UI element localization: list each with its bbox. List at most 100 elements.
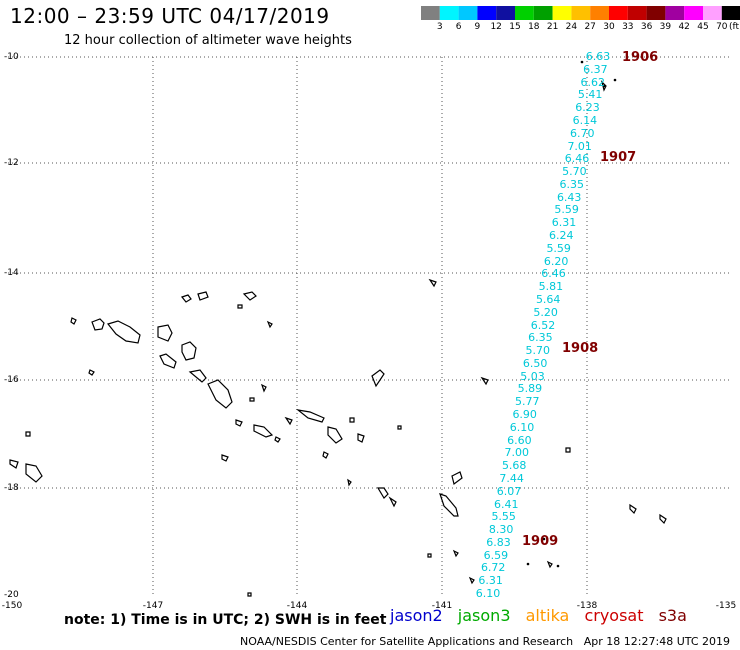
- colorbar-tick-label: 12: [490, 22, 502, 32]
- colorbar-tick-label: 21: [546, 22, 559, 32]
- colorbar-tick-label: 70: [716, 22, 728, 32]
- wave-height-label: 6.24: [549, 229, 574, 242]
- colorbar-swatch: [477, 6, 497, 20]
- wave-height-label: 6.62: [580, 75, 606, 89]
- island: [347, 478, 352, 487]
- island: [88, 369, 95, 376]
- wave-height-label: 6.52: [530, 318, 556, 332]
- island: [180, 294, 192, 303]
- wave-height-label: 5.59: [554, 203, 579, 217]
- island: [565, 447, 571, 453]
- wave-height-label: 5.70: [562, 165, 587, 179]
- island: [468, 576, 475, 585]
- colorbar-swatch: [533, 6, 553, 20]
- wave-height-label: 6.63: [585, 50, 611, 63]
- colorbar-tick-label: 39: [659, 22, 672, 32]
- island: [349, 417, 355, 423]
- footer-org: NOAA/NESDIS Center for Satellite Applica…: [240, 635, 574, 648]
- island: [221, 454, 229, 462]
- colorbar-swatch: [609, 6, 628, 20]
- wave-height-label: 6.35: [559, 177, 585, 191]
- colorbar-swatch: [458, 6, 478, 20]
- lat-label: -20: [4, 590, 19, 600]
- island: [659, 513, 667, 525]
- island: [207, 379, 233, 409]
- island: [247, 592, 252, 597]
- island: [295, 409, 325, 423]
- colorbar-swatch: [590, 6, 609, 20]
- island-outlines: [9, 80, 667, 597]
- island: [197, 291, 209, 301]
- time-label: 1909: [522, 534, 559, 549]
- lon-label: -141: [431, 601, 453, 611]
- wave-height-label: 6.60: [507, 433, 532, 447]
- island: [70, 317, 77, 325]
- wave-height-label: 6.10: [509, 420, 535, 434]
- wave-height-label: 5.55: [491, 510, 516, 524]
- colorbar-tick-label: 30: [603, 22, 615, 32]
- colorbar-tick-label: 24: [565, 22, 578, 32]
- colorbar-tick-label: 45: [697, 22, 709, 32]
- wave-height-label: 5.77: [515, 395, 540, 409]
- island: [260, 383, 267, 393]
- island: [249, 397, 255, 402]
- colorbar-swatch: [571, 6, 591, 20]
- island: [397, 425, 402, 430]
- colorbar-tick-label: 15: [509, 22, 521, 32]
- wave-height-label: 5.89: [517, 382, 543, 396]
- island: [188, 369, 207, 383]
- island: [235, 419, 243, 427]
- lat-label: -18: [4, 483, 19, 493]
- legend-cryosat: cryosat: [584, 606, 644, 625]
- wave-height-label: 6.31: [478, 574, 503, 588]
- wave-height-label: 5.68: [501, 459, 527, 473]
- wave-height-label: 5.70: [525, 344, 551, 358]
- legend-jason2: jason2: [390, 606, 443, 625]
- wave-height-label: 6.90: [512, 408, 537, 421]
- colorbar-swatch: [627, 6, 647, 20]
- lon-label: -147: [142, 601, 164, 611]
- legend-jason3: jason3: [457, 606, 511, 625]
- wave-height-label: 6.83: [486, 535, 511, 549]
- lat-label: -14: [4, 268, 19, 278]
- wave-height-label: 6.46: [564, 152, 590, 166]
- island: [181, 341, 197, 361]
- colorbar-tick-label: 42: [678, 22, 690, 32]
- island: [371, 369, 385, 388]
- island: [242, 291, 257, 301]
- island: [546, 560, 553, 569]
- wave-height-label: 6.72: [480, 561, 506, 575]
- colorbar-swatch: [515, 6, 534, 20]
- lat-label: -10: [4, 52, 19, 62]
- colorbar-swatch: [721, 6, 740, 20]
- lat-label: -16: [4, 375, 19, 385]
- island: [327, 426, 343, 444]
- wave-height-label: 6.37: [583, 62, 608, 76]
- page-title: 12:00 – 23:59 UTC 04/17/2019: [10, 4, 330, 28]
- island: [357, 433, 365, 443]
- footer-timestamp: Apr 18 12:27:48 UTC 2019: [583, 635, 730, 648]
- wave-height-label: 5.64: [535, 292, 561, 306]
- lon-label: -135: [715, 601, 737, 611]
- time-label: 1907: [600, 150, 637, 165]
- wave-height-label: 8.30: [488, 523, 514, 537]
- island: [157, 324, 173, 342]
- colorbar-tick-label: 33: [622, 22, 634, 32]
- wave-height-label: 6.07: [496, 484, 522, 498]
- lon-label: -144: [286, 601, 308, 611]
- wave-height-label: 7.44: [499, 471, 524, 485]
- colorbar-unit: (ft): [729, 22, 740, 32]
- colorbar-swatch: [496, 6, 515, 20]
- colorbar-tick-label: 3: [436, 22, 443, 32]
- island: [25, 431, 31, 437]
- colorbar-swatch: [684, 6, 703, 20]
- colorbar-tick-label: 6: [455, 22, 462, 32]
- wave-height-label: 5.20: [533, 305, 558, 319]
- time-label: 1908: [562, 341, 599, 356]
- wave-height-label: 5.59: [546, 241, 571, 255]
- page-subtitle: 12 hour collection of altimeter wave hei…: [64, 33, 352, 48]
- island: [427, 553, 432, 558]
- colorbar-swatch: [421, 6, 440, 20]
